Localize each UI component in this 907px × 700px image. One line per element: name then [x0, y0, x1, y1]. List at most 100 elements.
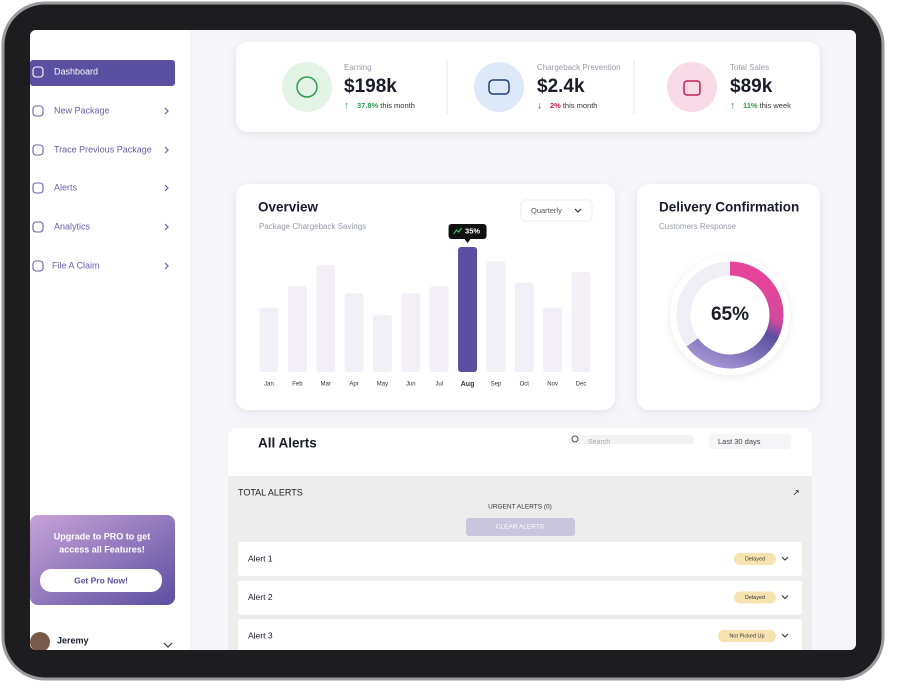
alert-name: Alert 3	[248, 630, 273, 640]
donut-label: 65%	[711, 304, 749, 325]
month-label: Feb	[292, 382, 303, 388]
active-menu[interactable]	[30, 60, 175, 86]
menu-icon	[32, 260, 44, 272]
tooltip-tip	[464, 239, 471, 243]
chevron[interactable]	[781, 633, 789, 638]
search-icon	[571, 435, 579, 443]
chevron	[164, 107, 169, 115]
stat-value: $198k	[344, 76, 397, 97]
pro-button-label: Get Pro Now!	[74, 575, 128, 585]
menu-item[interactable]: File A Claim	[52, 260, 100, 270]
menu-icon	[32, 182, 44, 194]
overview-subtitle: Package Chargeback Savings	[259, 222, 366, 231]
stat-icon	[282, 62, 332, 112]
bar[interactable]	[514, 282, 534, 372]
donut-arc	[686, 261, 784, 369]
bar[interactable]	[259, 307, 279, 372]
status-badge	[734, 553, 776, 565]
bar[interactable]	[344, 293, 364, 372]
alert-row[interactable]	[238, 619, 802, 653]
bar[interactable]	[543, 307, 563, 372]
menu-icon	[32, 144, 44, 156]
bar[interactable]	[401, 293, 421, 372]
alert-row[interactable]	[238, 580, 802, 615]
month-label: Sep	[491, 382, 502, 388]
bar[interactable]	[429, 286, 449, 372]
chevron[interactable]	[781, 595, 789, 600]
bar[interactable]	[486, 261, 506, 372]
stat-label: Total Sales	[730, 63, 769, 72]
delivery-subtitle: Customers Response	[659, 222, 736, 231]
clear-button[interactable]	[466, 518, 575, 536]
status-badge	[718, 630, 776, 642]
urgent-alerts: URGENT ALERTS (0)	[488, 504, 552, 511]
stat-icon	[296, 76, 318, 98]
stat-period: this month	[380, 101, 415, 110]
chevron	[164, 262, 169, 270]
status-label: Delayed	[745, 556, 765, 562]
chevron	[164, 184, 169, 192]
bar[interactable]	[316, 264, 336, 372]
chevron[interactable]	[781, 556, 789, 561]
menu-item[interactable]: Trace Previous Package	[54, 144, 152, 154]
bar[interactable]	[287, 286, 307, 372]
menu-item[interactable]: New Package	[54, 105, 110, 115]
alert-name: Alert 1	[248, 553, 273, 563]
overview-title: Overview	[258, 200, 319, 215]
stat-icon	[488, 79, 510, 95]
menu-item[interactable]: Analytics	[54, 221, 91, 231]
stat-label: Earning	[344, 63, 372, 72]
clear-label: CLEAR ALERTS	[496, 524, 545, 531]
status-label: Not Picked Up	[729, 633, 764, 639]
bar[interactable]	[571, 272, 591, 372]
filter-dropdown[interactable]	[520, 199, 593, 222]
menu-item[interactable]: Dashboard	[54, 66, 98, 76]
filter-label: Quarterly	[531, 206, 562, 215]
month-label: Jul	[435, 382, 443, 388]
stat-value: $2.4k	[537, 76, 585, 97]
trend-arrow: ↑	[730, 101, 735, 112]
trend-icon	[453, 227, 463, 235]
stat-change: 2%	[550, 101, 561, 110]
upgrade-text: access all Features!	[59, 544, 145, 554]
chevron	[163, 642, 173, 648]
delivery-title: Delivery Confirmation	[659, 200, 799, 215]
stat-icon	[683, 80, 701, 96]
stat-value: $89k	[730, 76, 773, 97]
total-alerts: TOTAL ALERTS	[238, 487, 303, 497]
chevron	[574, 208, 582, 213]
stat-period: this week	[760, 101, 792, 110]
range-dropdown[interactable]	[709, 434, 791, 449]
trend-arrow: ↓	[537, 101, 542, 112]
month-label: Dec	[576, 382, 587, 388]
search-placeholder: Search	[588, 439, 610, 446]
bar[interactable]	[372, 314, 392, 372]
trend-arrow: ↑	[344, 101, 349, 112]
status-badge	[734, 591, 776, 604]
pro-button[interactable]	[40, 569, 162, 592]
stat-change: 11%	[743, 101, 758, 110]
bar[interactable]	[458, 247, 478, 372]
month-label: Apr	[349, 382, 358, 388]
alert-row[interactable]	[238, 542, 802, 576]
upgrade-text: Upgrade to PRO to get	[54, 531, 151, 541]
alert-name: Alert 2	[248, 592, 273, 602]
stat-change: 37.8%	[357, 101, 379, 110]
user-name: Jeremy	[57, 635, 89, 645]
stat-label: Chargeback Prevention	[537, 63, 621, 72]
menu-item[interactable]: Alerts	[54, 182, 78, 192]
month-label: Jan	[264, 382, 274, 388]
stats-card	[236, 42, 820, 132]
expand-icon[interactable]: ↗	[792, 487, 800, 497]
status-label: Delayed	[745, 595, 765, 601]
month-label: Mar	[321, 382, 331, 388]
screen: Upgrade to PRO to get access all Feature…	[30, 30, 856, 653]
data-label: 35%	[465, 226, 480, 235]
stat-period: this month	[563, 101, 598, 110]
search-box[interactable]	[568, 435, 694, 444]
month-label: May	[377, 382, 388, 388]
chevron	[164, 223, 169, 231]
avatar	[30, 632, 50, 650]
month-label: Aug	[461, 381, 475, 388]
